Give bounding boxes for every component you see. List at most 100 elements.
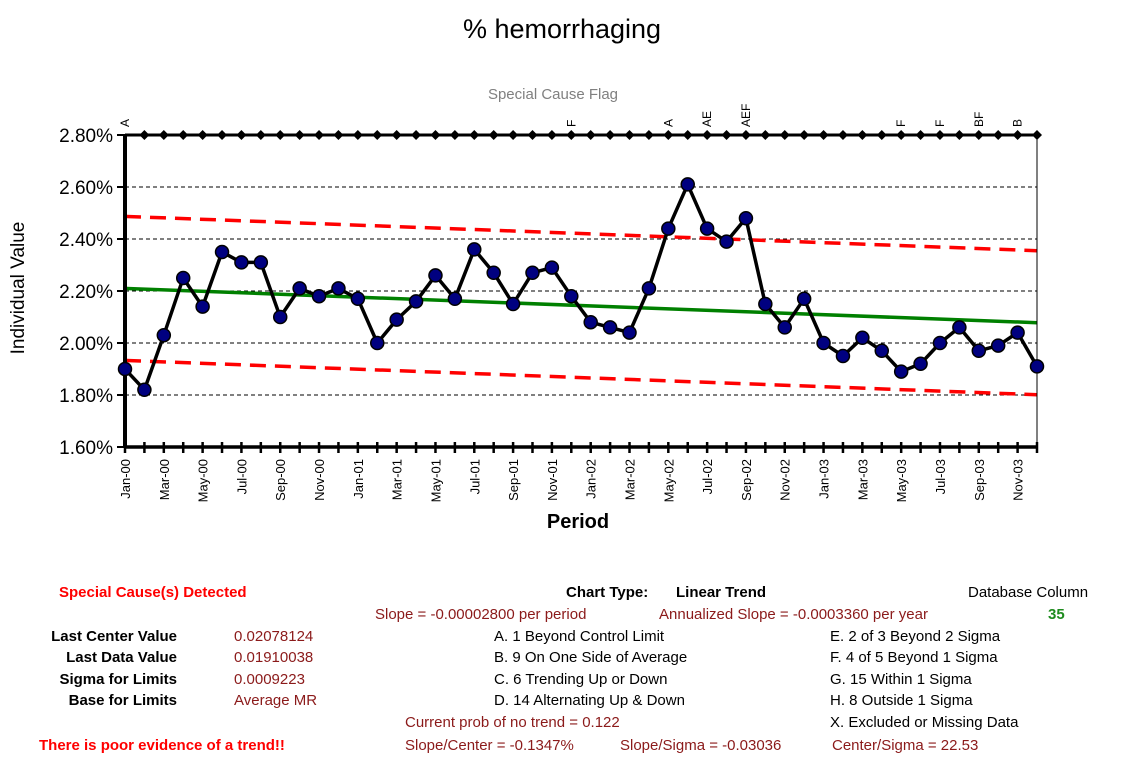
data-series (117, 177, 1045, 398)
flag-marker (624, 130, 635, 140)
flag-marker (372, 130, 383, 140)
data-point (467, 242, 482, 257)
flag-marker (837, 130, 848, 140)
grid-lines (125, 186, 1037, 396)
flag-marker (682, 130, 693, 140)
data-point (932, 335, 948, 351)
data-point (738, 210, 754, 226)
flag-marker (430, 130, 441, 140)
x-tick-label: Nov-03 (1011, 459, 1026, 501)
data-point (758, 296, 773, 312)
data-point (641, 281, 657, 296)
stat-label: Last Data Value (66, 649, 177, 666)
data-point (389, 312, 404, 327)
data-point (117, 361, 133, 377)
upper-control-limit (124, 214, 1038, 253)
chart-type-label: Chart Type: (566, 584, 649, 601)
flag-marker (139, 130, 150, 140)
database-column-value: 35 (1048, 606, 1065, 623)
x-tick-label: Jan-03 (817, 459, 832, 499)
flag-marker (275, 130, 286, 140)
x-tick-label: May-00 (196, 459, 211, 502)
data-point (680, 177, 695, 192)
flag-label: A (118, 119, 132, 127)
x-tick-label: Nov-02 (778, 459, 793, 501)
x-tick-label: Jul-01 (467, 459, 482, 494)
data-point (893, 364, 909, 379)
data-point (971, 343, 987, 359)
data-point (719, 234, 734, 249)
flag-label: F (894, 120, 908, 127)
flag-marker (857, 130, 868, 140)
rule-item: G. 15 Within 1 Sigma (830, 671, 972, 688)
flag-marker (217, 130, 228, 140)
flag-marker (197, 130, 208, 140)
stat-value: 0.01910038 (234, 649, 314, 666)
rule-item: X. Excluded or Missing Data (830, 714, 1019, 731)
data-point (525, 265, 540, 281)
stat-value: 0.02078124 (234, 628, 314, 645)
x-tick-label: Sep-00 (273, 459, 288, 501)
x-tick-label: Mar-01 (390, 459, 405, 500)
flag-marker (954, 130, 965, 140)
rule-item: A. 1 Beyond Control Limit (494, 628, 665, 645)
slope-center: Slope/Center = -0.1347% (405, 737, 574, 754)
y-tick-label: 1.80% (59, 386, 113, 407)
x-tick-label: Mar-03 (855, 459, 870, 500)
data-point (816, 335, 831, 351)
data-point (913, 356, 928, 372)
data-point (874, 343, 890, 359)
flag-marker (1032, 130, 1042, 140)
y-tick-label: 1.60% (59, 438, 113, 459)
data-point (253, 255, 269, 270)
x-tick-label: Jan-00 (118, 459, 133, 499)
data-point (661, 221, 676, 236)
flag-marker (488, 130, 499, 140)
chart-title: % hemorrhaging (463, 14, 661, 44)
database-column-label: Database Column (968, 584, 1089, 601)
data-point (796, 291, 812, 307)
control-chart: % hemorrhaging Special Cause Flag Indivi… (8, 14, 1045, 533)
flag-marker (333, 130, 344, 140)
flag-marker (566, 130, 577, 140)
special-cause-flags: A F A AE AEF F F BF B (118, 104, 1042, 140)
control-lines (124, 214, 1038, 397)
rule-item: H. 8 Outside 1 Sigma (830, 692, 973, 709)
annualized-slope-text: Annualized Slope = -0.0003360 per year (659, 606, 928, 623)
flag-marker (799, 130, 810, 140)
data-point (835, 348, 851, 364)
rule-item: B. 9 On One Side of Average (494, 649, 688, 666)
flag-marker (993, 130, 1004, 140)
data-point (156, 327, 172, 343)
data-point (214, 244, 230, 260)
data-point (195, 299, 210, 314)
center-line (124, 286, 1038, 325)
x-tick-label: May-01 (428, 459, 443, 502)
flag-marker (973, 130, 984, 140)
x-tick-label: Jul-00 (234, 459, 249, 494)
data-point (175, 270, 191, 286)
x-axis-label: Period (547, 511, 609, 533)
flag-marker (779, 130, 790, 140)
center-sigma: Center/Sigma = 22.53 (832, 737, 979, 754)
stat-label: Base for Limits (68, 692, 177, 709)
flag-marker (527, 130, 538, 140)
flag-marker (643, 130, 654, 140)
x-tick-label: Nov-01 (545, 459, 560, 501)
y-tick-label: 2.20% (59, 282, 113, 303)
data-point (370, 335, 385, 351)
stat-label: Sigma for Limits (59, 671, 177, 688)
flag-marker (818, 130, 829, 140)
data-point (699, 221, 715, 236)
data-point (292, 281, 307, 296)
data-point (447, 291, 463, 307)
flag-marker (546, 130, 557, 140)
chart-subtitle: Special Cause Flag (488, 86, 618, 103)
flag-marker (178, 130, 189, 140)
x-tick-label: Jan-01 (351, 459, 366, 499)
rule-item: F. 4 of 5 Beyond 1 Sigma (830, 649, 998, 666)
flag-marker (876, 130, 887, 140)
rule-item: D. 14 Alternating Up & Down (494, 692, 685, 709)
data-point (428, 268, 443, 283)
flag-label: AEF (739, 104, 753, 127)
